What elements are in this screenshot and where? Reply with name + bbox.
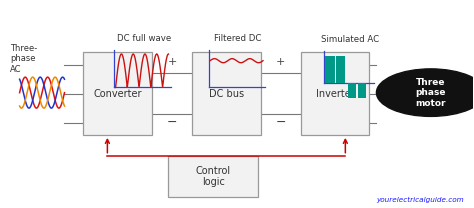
Text: yourelectricalguide.com: yourelectricalguide.com	[376, 197, 464, 203]
Bar	[83, 52, 152, 135]
Bar	[168, 156, 258, 197]
Text: Control
logic: Control logic	[196, 166, 231, 187]
Text: Filtered DC: Filtered DC	[215, 34, 262, 43]
Bar	[301, 52, 369, 135]
Circle shape	[376, 69, 474, 116]
Text: Simulated AC: Simulated AC	[321, 35, 380, 45]
Text: Converter: Converter	[93, 89, 142, 99]
Bar	[336, 56, 345, 83]
Text: DC full wave: DC full wave	[117, 34, 171, 43]
Bar	[325, 56, 335, 83]
Text: Inverter: Inverter	[316, 89, 355, 99]
Text: −: −	[275, 116, 286, 129]
Text: DC bus: DC bus	[209, 89, 244, 99]
Text: +: +	[167, 57, 177, 67]
Text: +: +	[276, 57, 285, 67]
Text: Three-
phase
AC: Three- phase AC	[10, 44, 37, 74]
Bar	[357, 83, 365, 98]
Text: Three
phase
motor: Three phase motor	[416, 78, 446, 108]
Bar	[192, 52, 261, 135]
Bar	[348, 83, 356, 98]
Text: −: −	[167, 116, 177, 129]
